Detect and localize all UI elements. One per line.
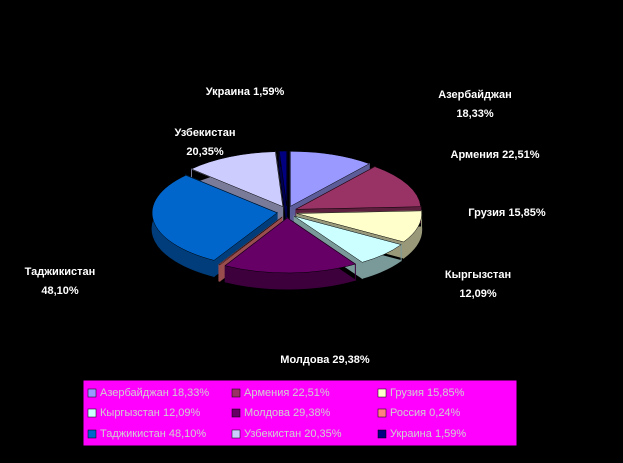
legend-name: Россия xyxy=(390,407,426,419)
legend-entry: Азербайджан 18,33% xyxy=(100,387,209,399)
legend-entry: Узбекистан 20,35% xyxy=(244,428,342,440)
legend-entry: Молдова 29,38% xyxy=(244,407,331,419)
slice xyxy=(295,166,422,210)
legend-swatch xyxy=(87,408,97,418)
legend-name: Молдова xyxy=(244,407,291,419)
legend-name: Таджикистан xyxy=(100,428,166,440)
data-label: 22,51% xyxy=(502,149,540,161)
legend-name: Украина xyxy=(390,428,433,440)
legend-swatch xyxy=(231,388,241,398)
data-label: 20,35% xyxy=(186,146,224,158)
legend-value: 20,35% xyxy=(304,428,342,440)
data-label: 48,10% xyxy=(41,285,79,297)
data-label: 12,09% xyxy=(459,288,497,300)
data-label-group: Грузия 15,85% xyxy=(468,207,546,219)
legend-value: 1,59% xyxy=(435,428,466,440)
legend-value: 29,38% xyxy=(293,407,331,419)
data-label: 15,85% xyxy=(508,207,546,219)
legend-value: 48,10% xyxy=(169,428,207,440)
slice xyxy=(294,215,402,263)
data-label-group: Украина 1,59% xyxy=(206,86,285,98)
legend-value: 22,51% xyxy=(292,387,330,399)
legend-box xyxy=(82,379,518,447)
slice xyxy=(296,210,422,243)
data-label-name: Таджикистан xyxy=(25,266,96,278)
legend-swatch xyxy=(377,408,387,418)
slice xyxy=(151,175,278,261)
legend-swatch xyxy=(377,429,387,439)
slice xyxy=(218,216,283,266)
slice xyxy=(190,151,284,207)
legend-name: Армения xyxy=(244,387,289,399)
legend-name: Узбекистан xyxy=(244,428,301,440)
legend-entry: Грузия 15,85% xyxy=(390,387,465,399)
slice xyxy=(224,217,356,274)
legend-value: 12,09% xyxy=(163,407,201,419)
data-label: 29,38% xyxy=(332,354,370,366)
legend-name: Грузия xyxy=(390,387,424,399)
data-label-group: Молдова 29,38% xyxy=(280,354,370,366)
legend-swatch xyxy=(87,388,97,398)
legend-swatch xyxy=(231,408,241,418)
legend-entry: Кыргызстан 12,09% xyxy=(100,407,200,419)
data-label: 18,33% xyxy=(456,108,494,120)
legend-swatch xyxy=(377,388,387,398)
data-label-name: Грузия xyxy=(468,207,505,219)
slice xyxy=(279,150,287,207)
legend-entry: Россия 0,24% xyxy=(390,407,461,419)
legend-entry: Таджикистан 48,10% xyxy=(100,428,206,440)
legend-swatch xyxy=(231,429,241,439)
data-label-name: Узбекистан xyxy=(175,127,236,139)
legend-entry: Украина 1,59% xyxy=(390,428,466,440)
data-label-name: Кыргызстан xyxy=(445,269,511,281)
legend-value: 18,33% xyxy=(172,387,210,399)
legend-entry: Армения 22,51% xyxy=(244,387,330,399)
data-label-name: Украина xyxy=(206,86,251,98)
data-label-name: Молдова xyxy=(280,354,330,366)
legend-swatch xyxy=(87,429,97,439)
slice xyxy=(290,151,370,207)
legend-name: Кыргызстан xyxy=(100,407,160,419)
data-label-name: Армения xyxy=(451,149,500,161)
legend-value: 0,24% xyxy=(429,407,460,419)
data-label: 1,59% xyxy=(253,86,284,98)
data-label-group: Армения 22,51% xyxy=(451,149,540,161)
legend-name: Азербайджан xyxy=(100,387,169,399)
legend-value: 15,85% xyxy=(427,387,465,399)
data-label-name: Азербайджан xyxy=(438,89,511,101)
